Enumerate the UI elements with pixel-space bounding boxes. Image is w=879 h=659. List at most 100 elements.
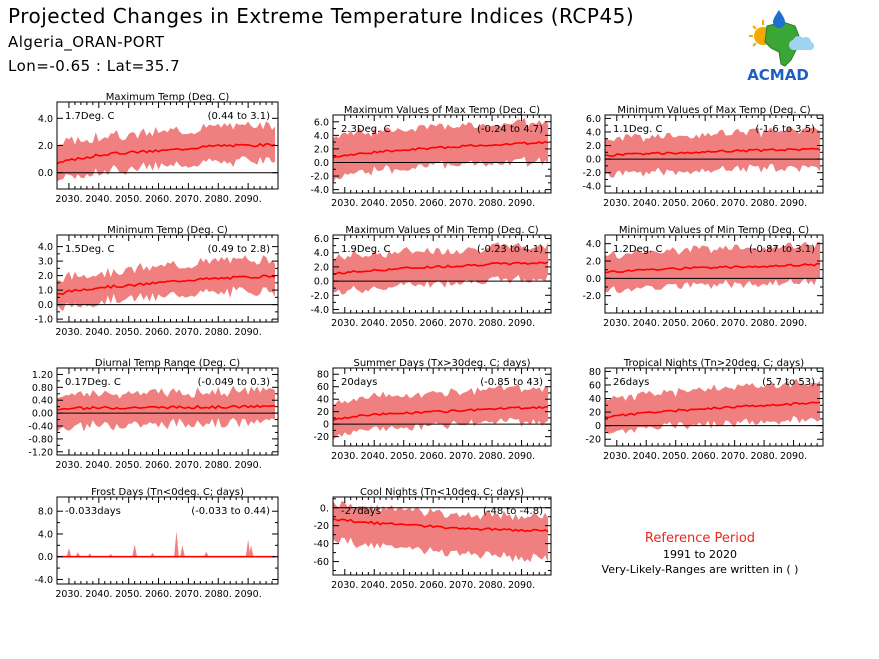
station-coordinates: Lon=-0.65 : Lat=35.7 (8, 57, 181, 75)
x-tick-label: 2070. (721, 318, 748, 329)
x-tick-label: 2090. (508, 580, 535, 591)
water-drop-icon (773, 10, 785, 28)
y-tick-label: -4.0 (310, 305, 329, 316)
plot-frame (332, 114, 552, 194)
chart-title: Diurnal Temp Range (Deg. C) (95, 358, 240, 369)
x-tick-label: 2040. (633, 451, 660, 462)
y-tick-label: -4.0 (310, 185, 329, 196)
x-tick-label: 2050. (662, 198, 689, 209)
chart-stat: 20days (341, 377, 377, 388)
chart-range: (-0.033 to 0.44) (191, 506, 270, 517)
y-tick-label: 6.0 (314, 117, 329, 128)
y-tick-label: 0.0 (38, 552, 53, 563)
chart-range: (-1.6 to 3.5) (755, 124, 815, 135)
y-tick-label: 0.0 (586, 155, 601, 166)
x-tick-label: 2060. (692, 451, 719, 462)
x-tick-label: 2060. (692, 198, 719, 209)
y-tick-label: 0.0 (38, 168, 53, 179)
x-tick-label: 2040. (633, 318, 660, 329)
y-tick-label: -2.0 (310, 172, 329, 183)
uncertainty-band (333, 500, 549, 563)
x-tick-label: 2030. (603, 451, 630, 462)
chart-stat: 26days (613, 377, 649, 388)
x-tick-label: 2030. (603, 318, 630, 329)
chart-stat: 2.3Deg. C (341, 124, 390, 135)
chart-stat: 0.17Deg. C (65, 377, 121, 388)
x-tick-label: 2030. (603, 198, 630, 209)
x-tick-label: 2070. (175, 589, 202, 600)
chart-stat: -0.033days (65, 506, 121, 517)
plot-frame (604, 114, 824, 194)
chart-stat: 1.2Deg. C (613, 244, 662, 255)
x-tick-label: 2050. (662, 318, 689, 329)
x-tick-label: 2060. (420, 451, 447, 462)
chart-range: (-0.23 to 4.1) (477, 244, 543, 255)
x-tick-label: 2090. (235, 589, 262, 600)
x-tick-label: 2080. (750, 451, 777, 462)
x-tick-label: 2040. (361, 318, 388, 329)
chart-range: (0.49 to 2.8) (208, 244, 270, 255)
mean-line (56, 274, 276, 296)
y-tick-label: 0.0 (314, 158, 329, 169)
x-tick-label: 2070. (449, 580, 476, 591)
y-tick-label: 6.0 (586, 114, 601, 125)
x-tick-label: 2080. (205, 460, 232, 471)
y-tick-label: 3.0 (38, 257, 53, 268)
y-tick-label: 0.0 (38, 300, 53, 311)
frost-spike (248, 545, 254, 557)
x-tick-label: 2050. (115, 194, 142, 205)
acmad-logo: ACMAD (747, 10, 815, 84)
chart-stat: -27days (341, 506, 381, 517)
y-tick-label: 0 (323, 420, 329, 431)
plot-frame (332, 496, 552, 576)
y-tick-label: -40 (313, 539, 329, 550)
x-tick-label: 2030. (331, 451, 358, 462)
chart-stat: 1.5Deg. C (65, 244, 114, 255)
x-tick-label: 2080. (478, 198, 505, 209)
x-tick-label: 2040. (361, 580, 388, 591)
y-tick-label: 0. (320, 503, 329, 514)
chart-title: Maximum Temp (Deg. C) (106, 92, 230, 103)
frost-spike (174, 531, 179, 557)
x-tick-label: 2060. (420, 580, 447, 591)
x-tick-label: 2080. (478, 451, 505, 462)
x-tick-label: 2080. (205, 589, 232, 600)
x-tick-label: 2050. (115, 327, 142, 338)
reference-period-title: Reference Period (644, 531, 756, 546)
x-tick-label: 2090. (235, 460, 262, 471)
y-tick-label: 2.0 (314, 144, 329, 155)
y-tick-label: 2.0 (586, 141, 601, 152)
page-title: Projected Changes in Extreme Temperature… (8, 4, 635, 28)
y-tick-label: 2.0 (38, 271, 53, 282)
x-tick-label: 2050. (390, 451, 417, 462)
x-tick-label: 2070. (721, 451, 748, 462)
x-tick-label: 2040. (361, 451, 388, 462)
mean-line (332, 140, 549, 159)
reference-period-years: 1991 to 2020 (662, 548, 738, 561)
y-tick-label: 2.0 (314, 262, 329, 273)
x-tick-label: 2030. (331, 318, 358, 329)
y-tick-label: -20 (313, 521, 329, 532)
station-name: Algeria_ORAN-PORT (8, 33, 165, 51)
y-tick-label: -2.0 (310, 291, 329, 302)
plot-frame (604, 234, 824, 314)
y-tick-label: -20 (313, 432, 329, 443)
chart-title: Cool Nights (Tn<10deg. C; days) (360, 487, 524, 498)
plot-frame (56, 367, 279, 456)
chart-panel: 0.0 2.0 4.0 2030. 2040. 2050. 2060. 2070. 2080. 2… (38, 92, 279, 205)
y-tick-label: 8.0 (38, 507, 53, 518)
y-tick-label: 0 (595, 421, 601, 432)
frost-spike (66, 548, 72, 557)
x-tick-label: 2090. (780, 198, 807, 209)
chart-title: Frost Days (Tn<0deg. C; days) (91, 487, 244, 498)
y-tick-label: -1.0 (34, 315, 53, 326)
plot-frame (56, 496, 279, 585)
y-tick-label: 4.0 (38, 114, 53, 125)
frost-spike (132, 544, 138, 557)
x-tick-label: 2080. (750, 198, 777, 209)
x-tick-label: 2080. (205, 194, 232, 205)
y-tick-label: 80 (317, 370, 329, 381)
x-tick-label: 2030. (55, 460, 82, 471)
